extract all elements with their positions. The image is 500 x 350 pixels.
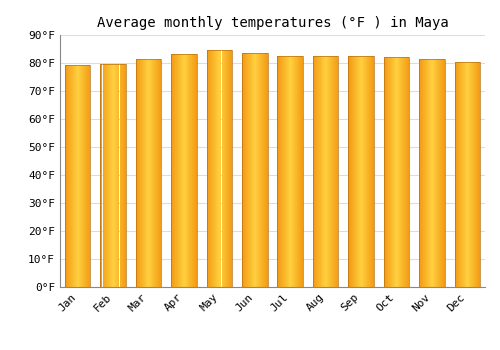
- Bar: [278, 56, 303, 287]
- Bar: [206, 50, 232, 287]
- Bar: [171, 54, 196, 287]
- Bar: [384, 57, 409, 287]
- Bar: [419, 60, 444, 287]
- Bar: [100, 64, 126, 287]
- Title: Average monthly temperatures (°F ) in Maya: Average monthly temperatures (°F ) in Ma…: [96, 16, 448, 30]
- Bar: [242, 53, 268, 287]
- Bar: [65, 65, 90, 287]
- Bar: [348, 56, 374, 287]
- Bar: [136, 59, 162, 287]
- Bar: [313, 56, 338, 287]
- Bar: [454, 62, 480, 287]
